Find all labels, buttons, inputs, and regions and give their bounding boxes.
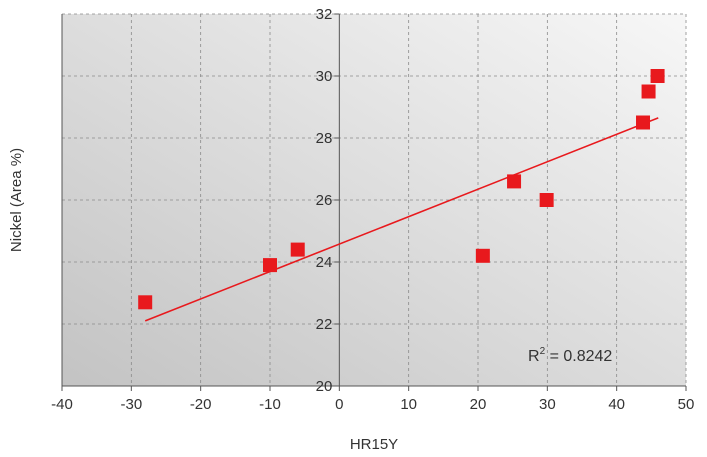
x-tick-label: 30 — [539, 396, 556, 413]
x-axis-title: HR15Y — [350, 436, 398, 453]
y-tick-labels: 20 22 24 26 28 30 32 — [316, 6, 333, 395]
y-tick-label: 28 — [316, 130, 333, 147]
data-point — [263, 258, 277, 273]
y-tick-label: 32 — [316, 6, 333, 23]
data-point — [138, 295, 153, 310]
gridlines — [62, 13, 687, 386]
y-tick-label: 26 — [316, 192, 333, 209]
y-tick-label: 22 — [316, 316, 333, 333]
data-point — [641, 84, 656, 99]
axes — [61, 13, 687, 391]
x-tick-label: 40 — [608, 396, 625, 413]
x-tick-labels: -40 -30 -20 -10 0 10 20 30 40 50 — [51, 396, 694, 413]
data-point — [650, 69, 665, 83]
data-point — [475, 248, 490, 263]
data-points — [138, 69, 665, 310]
x-tick-label: 10 — [400, 396, 417, 413]
x-tick-label: -20 — [190, 396, 212, 413]
data-point — [507, 174, 522, 189]
x-tick-label: 50 — [678, 396, 695, 413]
x-tick-label: -40 — [51, 396, 73, 413]
data-point — [636, 115, 651, 130]
r-squared-annotation: R2 = 0.8242 — [528, 346, 612, 365]
y-tick-label: 30 — [316, 68, 333, 85]
data-point — [539, 193, 554, 207]
y-tick-label: 20 — [316, 378, 333, 395]
x-tick-label: -30 — [120, 396, 142, 413]
y-tick-label: 24 — [316, 254, 333, 271]
trendline — [144, 117, 659, 322]
data-point — [290, 242, 305, 257]
y-axis-title: Nickel (Area %) — [8, 148, 25, 252]
x-tick-label: 20 — [470, 396, 487, 413]
x-tick-label: 0 — [335, 396, 343, 413]
x-tick-label: -10 — [259, 396, 281, 413]
